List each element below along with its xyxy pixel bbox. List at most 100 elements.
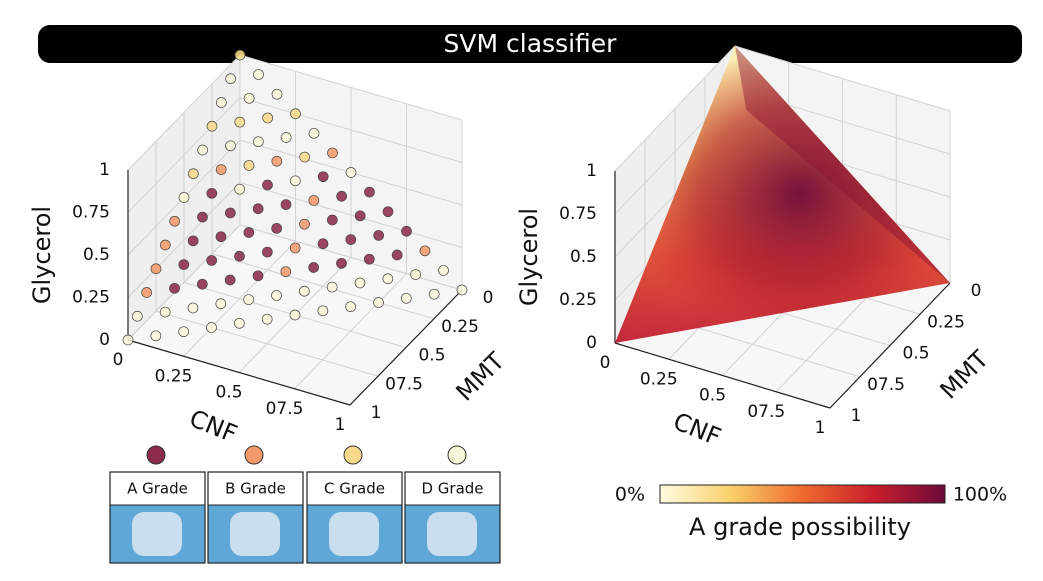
legend-marker bbox=[447, 445, 467, 465]
data-point bbox=[206, 120, 218, 132]
data-point bbox=[262, 179, 273, 191]
y-tick-label: 07.5 bbox=[867, 375, 905, 395]
data-point bbox=[206, 322, 217, 333]
data-point bbox=[243, 160, 255, 171]
data-point bbox=[150, 330, 162, 342]
data-point bbox=[299, 218, 310, 230]
data-point bbox=[290, 108, 301, 120]
data-point bbox=[400, 292, 412, 304]
data-point bbox=[234, 49, 246, 61]
x-tick-label: 0.25 bbox=[155, 366, 193, 386]
data-point bbox=[243, 294, 255, 305]
data-point bbox=[280, 132, 292, 143]
data-point bbox=[197, 144, 209, 156]
z-tick-label: 0.75 bbox=[72, 203, 110, 223]
legend-marker bbox=[146, 445, 166, 465]
y-tick-label: 0.5 bbox=[418, 346, 445, 366]
data-point bbox=[169, 215, 181, 227]
z-axis-title: Glycerol bbox=[28, 206, 56, 304]
x-tick-label: 0.5 bbox=[699, 386, 726, 406]
y-tick-label: 0 bbox=[971, 281, 982, 301]
x-tick-label: 07.5 bbox=[266, 399, 304, 419]
axis-line bbox=[614, 342, 831, 409]
y-tick-label: 07.5 bbox=[385, 374, 423, 394]
data-point bbox=[141, 287, 153, 298]
data-point bbox=[169, 282, 180, 294]
data-point bbox=[187, 302, 199, 314]
y-tick-label: 1 bbox=[851, 406, 862, 426]
data-point bbox=[438, 265, 449, 276]
data-point bbox=[159, 306, 171, 318]
data-point bbox=[271, 155, 283, 167]
y-tick-label: 0 bbox=[483, 288, 494, 308]
data-point bbox=[261, 313, 273, 325]
data-point bbox=[354, 277, 366, 289]
z-axis-title: Glycerol bbox=[515, 208, 543, 306]
panel: 00.250.50.75100.250.507.5100.250.507.51G… bbox=[515, 45, 995, 451]
x-tick-label: 0.5 bbox=[215, 383, 242, 403]
data-point bbox=[373, 230, 385, 241]
data-point bbox=[261, 246, 273, 258]
data-point bbox=[271, 88, 283, 100]
data-point bbox=[178, 259, 190, 270]
data-point bbox=[299, 151, 311, 163]
data-point bbox=[345, 301, 357, 313]
data-point bbox=[364, 186, 375, 198]
grid-line bbox=[211, 253, 435, 320]
y-axis-title: MMT bbox=[935, 345, 995, 405]
probability-surface bbox=[615, 46, 950, 343]
grid-line bbox=[239, 224, 463, 291]
data-point bbox=[150, 263, 162, 275]
data-point bbox=[178, 326, 190, 338]
data-point bbox=[401, 225, 412, 237]
data-point bbox=[252, 136, 264, 148]
y-axis-title: MMT bbox=[451, 347, 511, 407]
data-point bbox=[317, 238, 329, 250]
colorbar-label: A grade possibility bbox=[689, 513, 911, 541]
data-point bbox=[252, 203, 264, 215]
z-tick-label: 1 bbox=[586, 161, 597, 181]
colorbar-min: 0% bbox=[615, 484, 645, 506]
data-point bbox=[224, 207, 236, 219]
title: SVM classifier bbox=[444, 29, 618, 58]
data-point bbox=[197, 211, 208, 223]
data-point bbox=[225, 73, 237, 85]
data-point bbox=[373, 297, 384, 308]
data-point bbox=[196, 278, 208, 290]
legend-label: C Grade bbox=[324, 480, 385, 498]
data-point bbox=[345, 234, 357, 245]
z-tick-label: 0.25 bbox=[72, 288, 110, 308]
z-tick-label: 0.75 bbox=[559, 204, 597, 224]
legend-marker bbox=[343, 445, 363, 465]
axis-line bbox=[127, 339, 351, 406]
z-tick-label: 0.5 bbox=[83, 245, 110, 265]
z-tick-label: 0.25 bbox=[559, 290, 597, 310]
data-point bbox=[280, 199, 292, 210]
data-point bbox=[354, 210, 366, 222]
data-point bbox=[271, 290, 282, 301]
x-tick-label: 0.25 bbox=[640, 369, 678, 389]
z-tick-label: 0 bbox=[99, 330, 110, 350]
data-point bbox=[280, 266, 292, 278]
sample-film bbox=[329, 512, 379, 556]
data-point bbox=[131, 310, 143, 322]
legend-box bbox=[306, 471, 403, 564]
data-point bbox=[428, 288, 440, 300]
y-tick-label: 0.25 bbox=[927, 312, 965, 332]
y-tick-label: 0.5 bbox=[902, 344, 929, 364]
y-tick-label: 0.25 bbox=[441, 317, 479, 337]
z-tick-label: 0.5 bbox=[570, 247, 597, 267]
data-point bbox=[410, 269, 422, 280]
legend-label: B Grade bbox=[225, 480, 286, 498]
data-point bbox=[234, 116, 246, 128]
data-point bbox=[317, 305, 329, 317]
z-tick-label: 0 bbox=[586, 333, 597, 353]
data-point bbox=[206, 187, 218, 199]
data-point bbox=[224, 274, 236, 286]
data-point bbox=[327, 147, 338, 159]
panels: 00.250.50.75100.250.507.5100.250.507.51G… bbox=[28, 45, 995, 451]
data-point bbox=[326, 281, 338, 293]
x-tick-label: 07.5 bbox=[747, 402, 785, 422]
data-point bbox=[419, 245, 431, 257]
